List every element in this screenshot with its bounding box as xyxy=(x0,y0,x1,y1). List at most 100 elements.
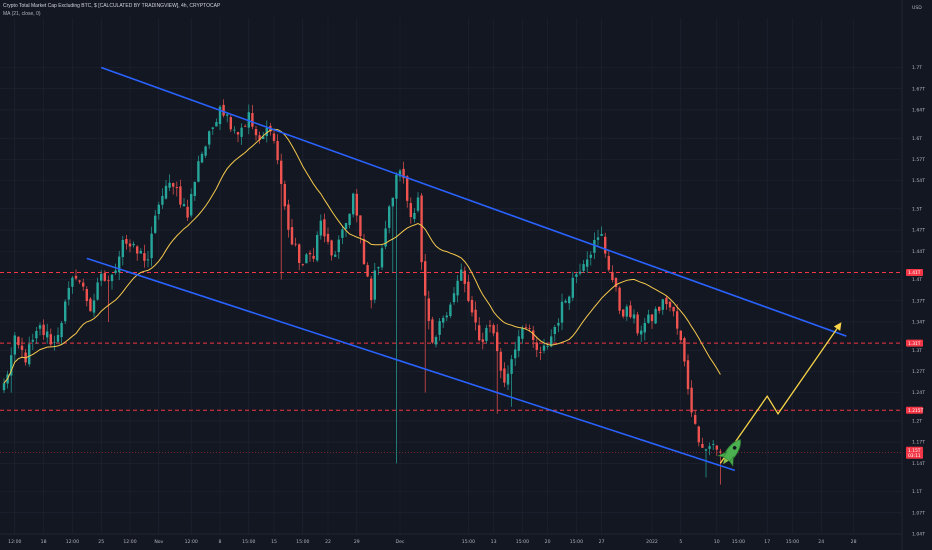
time-tick-label: 28 xyxy=(851,539,857,545)
price-tick-label: 1.07T xyxy=(912,510,925,516)
price-tick-label: 1.67T xyxy=(912,86,925,92)
ma-line xyxy=(3,128,721,384)
candle-body xyxy=(312,255,315,259)
price-tick-label: 1.04T xyxy=(912,532,925,538)
rocket-shape xyxy=(717,439,741,467)
candle-body xyxy=(244,125,247,127)
candle-body xyxy=(197,161,200,182)
candle-body xyxy=(334,254,337,257)
candle-body xyxy=(316,234,319,261)
candle-body xyxy=(53,341,56,343)
price-tick-label: 1.4T xyxy=(912,277,922,283)
price-tick-label: 1.5T xyxy=(912,206,922,212)
candle-body xyxy=(110,274,114,282)
candle-body xyxy=(258,135,261,140)
candle-body xyxy=(348,213,351,226)
candle-body xyxy=(17,336,20,346)
candle-body xyxy=(179,186,182,205)
candle-body xyxy=(391,197,394,207)
candle-body xyxy=(661,299,664,310)
price-tick-label: 1.24T xyxy=(912,390,925,396)
candle-body xyxy=(150,233,153,259)
candle-body xyxy=(413,212,416,220)
candles xyxy=(2,99,722,485)
candle-body xyxy=(683,338,686,362)
candle-body xyxy=(370,278,373,301)
price-tick-label: 1.54T xyxy=(912,178,925,184)
candle-body xyxy=(265,127,268,137)
candle-body xyxy=(402,168,405,179)
time-tick-label: 15:00 xyxy=(462,539,475,545)
projection-path xyxy=(719,322,842,464)
candle-body xyxy=(528,328,531,330)
price-tick-label: 1.7T xyxy=(912,65,922,71)
candle-body xyxy=(607,256,610,270)
candle-body xyxy=(694,415,697,424)
price-axis[interactable]: 1.7T 1.67T 1.64T 1.6T 1.57T 1.54T 1.5T 1.47T 1.4… xyxy=(901,0,932,550)
candle-body xyxy=(492,325,495,334)
rocket-flame xyxy=(723,457,729,465)
candle-body xyxy=(582,264,585,271)
candle-body xyxy=(132,243,135,246)
time-tick-label: 15:00 xyxy=(732,539,745,545)
candle-body xyxy=(571,277,574,298)
candle-body xyxy=(438,321,441,335)
time-tick-label: 15:00 xyxy=(570,539,583,545)
candle-body xyxy=(380,248,384,268)
channel-lower-line xyxy=(86,257,736,472)
candle-body xyxy=(301,264,304,266)
candle-body xyxy=(337,239,340,253)
candle-body xyxy=(161,195,164,205)
candle-body xyxy=(128,243,132,247)
candle-body xyxy=(42,324,45,336)
projection-arrow xyxy=(719,322,842,464)
candle-body xyxy=(352,193,355,215)
candle-body xyxy=(586,259,589,267)
candle-body xyxy=(67,287,70,300)
candle-body xyxy=(49,334,52,345)
candle-body xyxy=(532,330,535,341)
time-axis[interactable]: 12:00 18 12:00 25 12:00 Nov 12:00 8 15:00 15 15:00… xyxy=(0,533,902,545)
candle-body xyxy=(460,269,463,281)
candle-body xyxy=(416,197,420,211)
time-tick-label: 13 xyxy=(491,539,497,545)
candle-body xyxy=(193,182,196,196)
candle-body xyxy=(478,325,481,341)
candle-body xyxy=(204,146,207,156)
candle-body xyxy=(46,331,49,338)
candle-body xyxy=(560,301,564,323)
time-tick-label: Nov xyxy=(154,539,163,545)
candle-body xyxy=(640,330,643,335)
candle-body xyxy=(539,352,542,353)
candle-body xyxy=(445,315,448,318)
price-tick-label: 1.3T xyxy=(912,348,922,354)
candle-body xyxy=(470,299,474,313)
candle-body xyxy=(575,274,578,277)
candle-body xyxy=(85,289,88,302)
candle-body xyxy=(31,339,34,342)
time-tick-label: 2022 xyxy=(646,539,658,545)
candle-body xyxy=(481,339,484,342)
candle-body xyxy=(136,246,139,254)
moving-average xyxy=(3,128,721,384)
time-tick-label: 12:00 xyxy=(185,539,198,545)
time-tick-label: 15:00 xyxy=(242,539,255,545)
candle-body xyxy=(690,387,693,413)
candle-body xyxy=(10,355,13,376)
candle-body xyxy=(355,193,358,216)
candle-body xyxy=(118,256,121,273)
candle-body xyxy=(38,325,42,329)
candle-body xyxy=(668,301,672,308)
price-tick-label: 1.57T xyxy=(912,157,925,163)
candle-body xyxy=(647,314,650,323)
candle-body xyxy=(305,254,308,264)
indicator-label: MA (21, close, 0) xyxy=(3,11,41,17)
candle-body xyxy=(550,336,553,347)
time-tick-label: 15:00 xyxy=(786,539,799,545)
grid-lines xyxy=(0,18,902,535)
price-tick-label: 1.17T xyxy=(912,440,925,446)
candle-body xyxy=(251,113,254,127)
candle-body xyxy=(229,117,232,130)
candle-body xyxy=(496,332,499,352)
